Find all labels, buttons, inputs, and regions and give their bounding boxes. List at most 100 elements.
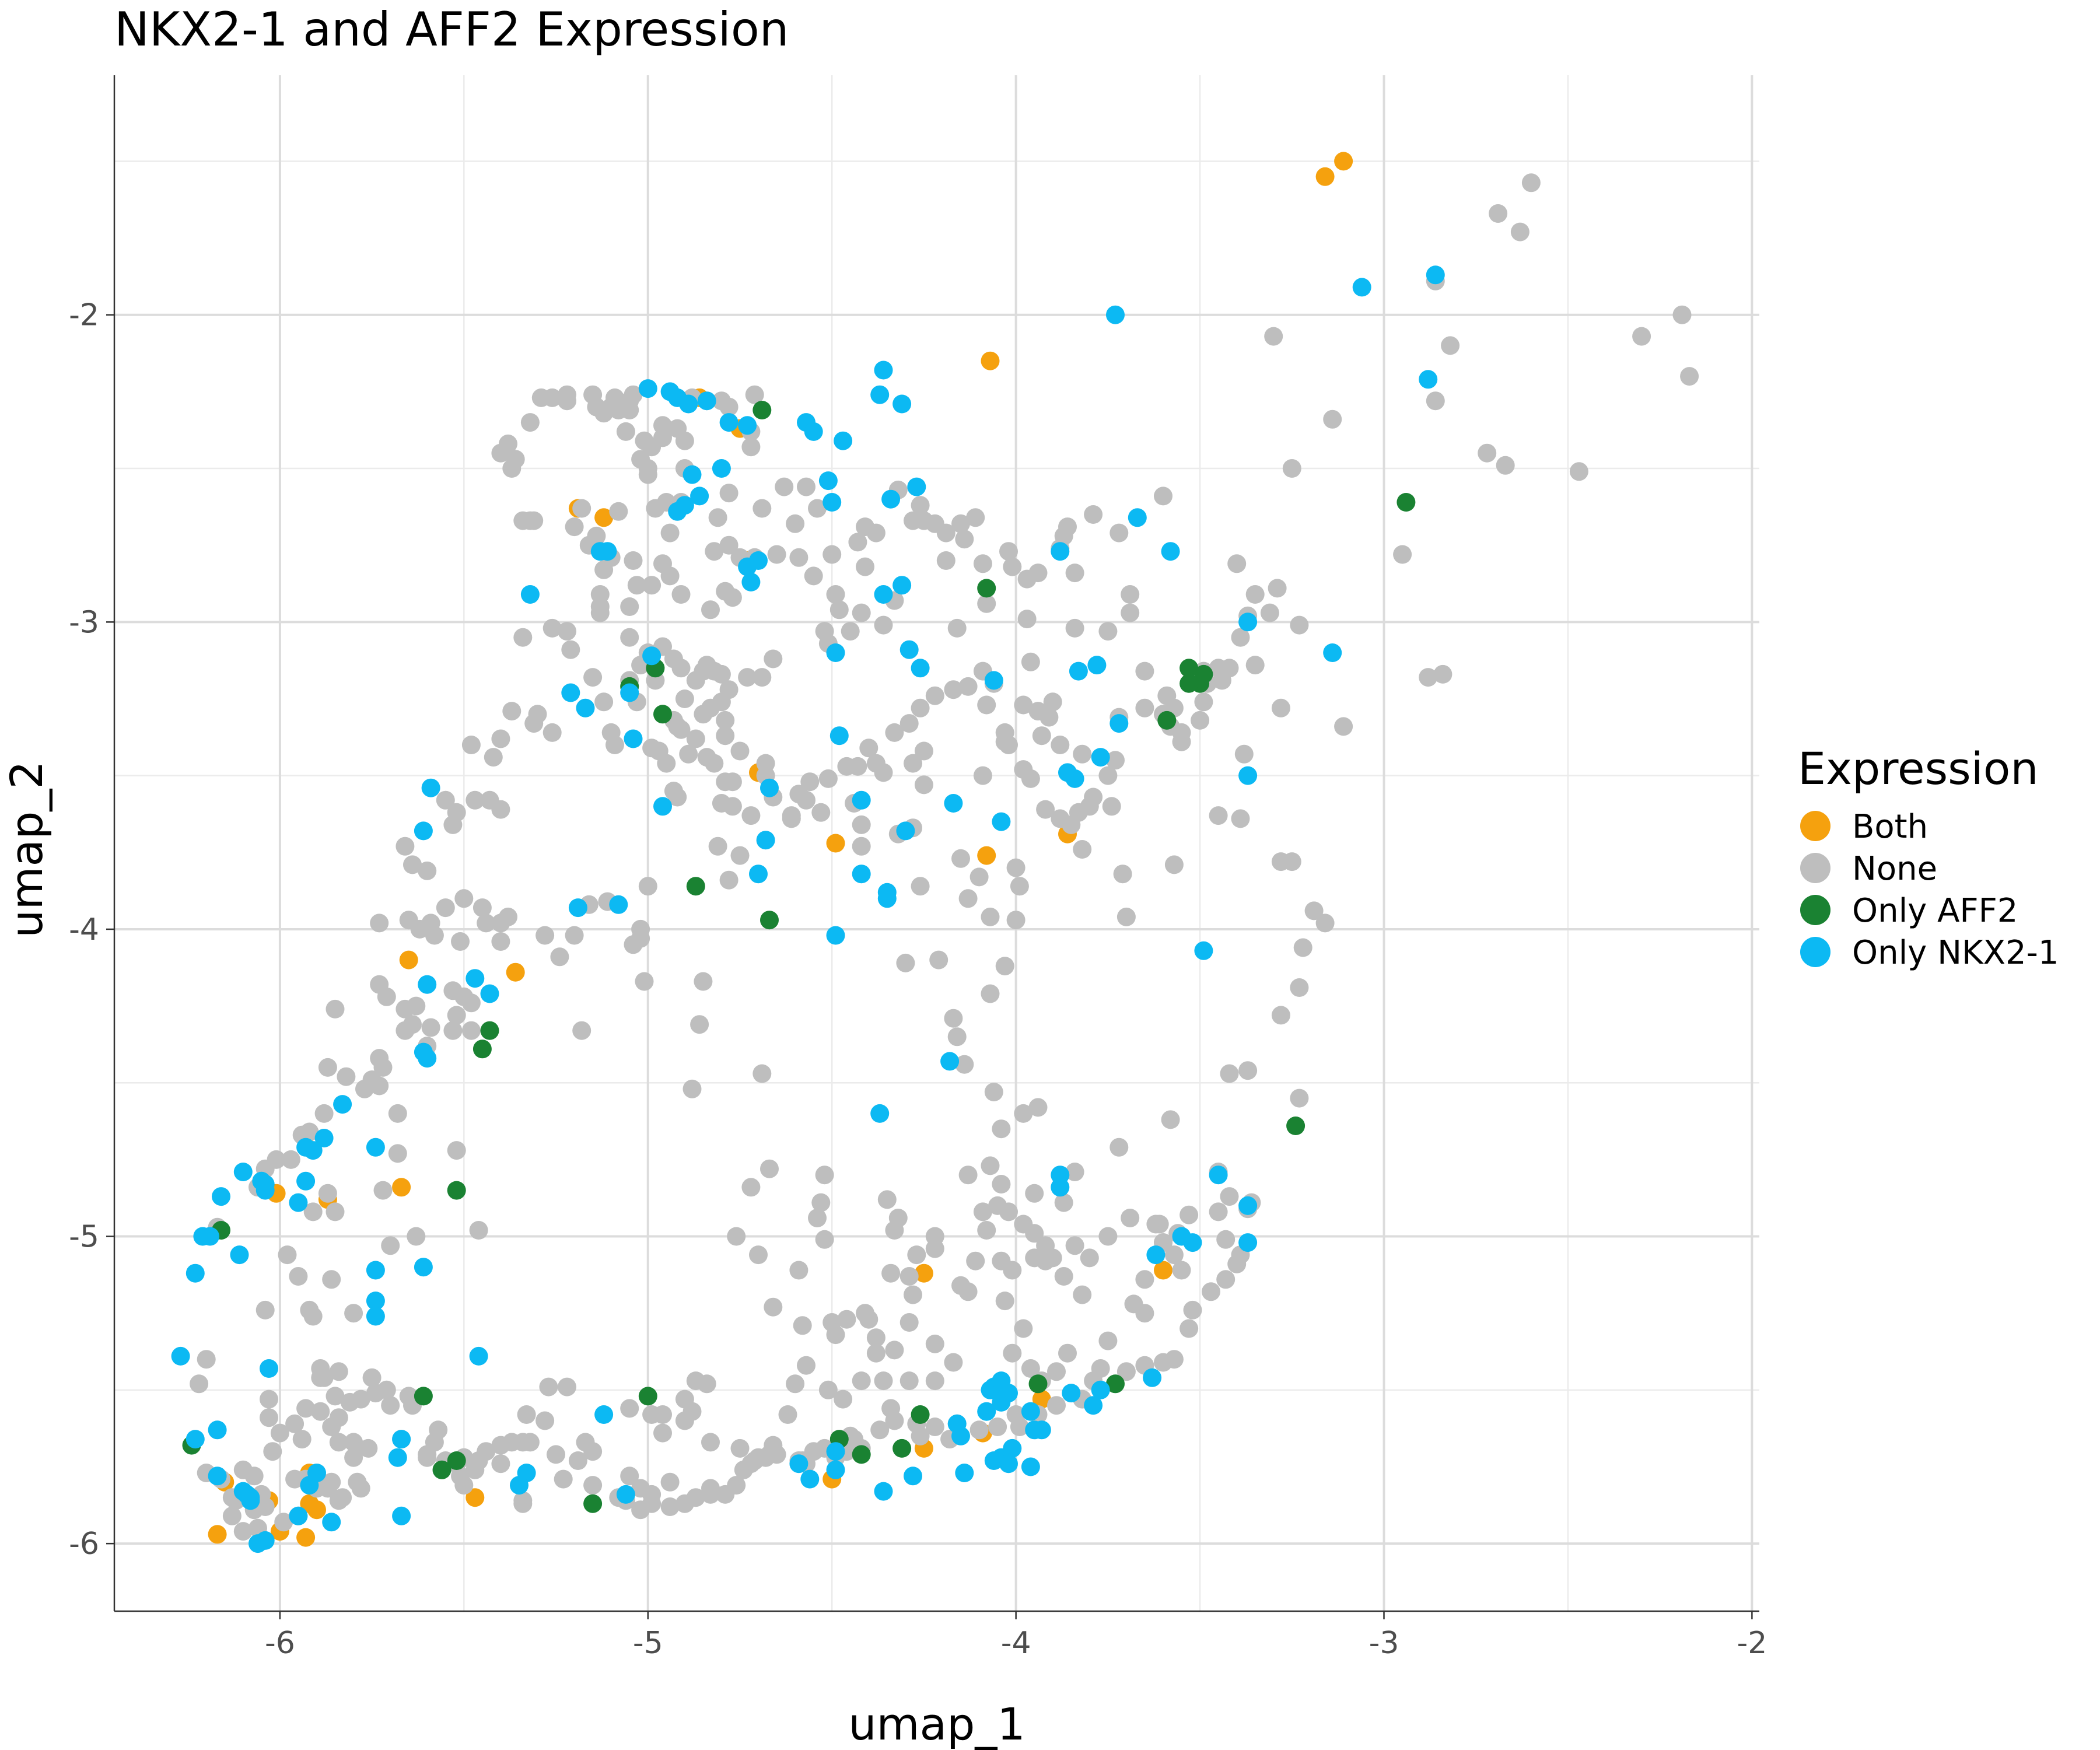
data-point <box>1065 1163 1084 1181</box>
data-point <box>506 963 525 982</box>
data-point <box>977 846 996 865</box>
data-point <box>388 1448 407 1467</box>
data-point <box>536 1411 555 1430</box>
data-point <box>233 1522 253 1541</box>
data-point <box>1172 1261 1191 1280</box>
data-point <box>1102 797 1121 816</box>
data-point <box>671 585 691 604</box>
data-point <box>944 680 963 699</box>
data-point <box>256 1300 275 1320</box>
data-point <box>977 594 996 613</box>
data-point <box>984 1451 1003 1470</box>
data-point <box>834 431 853 450</box>
data-point <box>620 401 639 419</box>
data-point <box>388 1104 407 1123</box>
data-point <box>892 394 912 414</box>
data-point <box>900 640 919 659</box>
data-point <box>1146 1245 1166 1265</box>
data-point <box>705 542 724 561</box>
data-point <box>786 1374 805 1394</box>
data-point <box>1014 1214 1033 1234</box>
data-point <box>690 487 709 506</box>
data-point <box>1073 1285 1092 1304</box>
data-point <box>1154 1261 1172 1280</box>
data-point <box>958 1282 978 1301</box>
data-point <box>620 628 639 647</box>
data-point <box>999 542 1018 561</box>
data-point <box>561 683 580 702</box>
data-point <box>590 542 610 561</box>
data-point <box>1028 702 1048 721</box>
data-point <box>981 984 1000 1003</box>
data-point <box>947 1027 967 1046</box>
data-point <box>999 1454 1018 1474</box>
data-point <box>414 1258 433 1277</box>
data-point <box>944 794 963 813</box>
data-point <box>399 950 418 970</box>
data-point <box>594 1405 614 1424</box>
data-point <box>314 1129 334 1147</box>
data-point <box>418 975 437 994</box>
data-point <box>1098 1331 1118 1350</box>
data-point <box>326 1202 345 1222</box>
data-point <box>881 1264 901 1283</box>
data-point <box>542 723 562 742</box>
data-point <box>789 548 808 567</box>
data-point <box>1680 367 1699 386</box>
data-point <box>1047 1362 1066 1381</box>
data-point <box>826 1460 845 1479</box>
data-point <box>558 622 576 641</box>
data-point <box>469 1346 488 1366</box>
data-point <box>318 1058 337 1077</box>
data-point <box>944 1353 963 1372</box>
data-point <box>568 898 587 918</box>
data-point <box>241 1488 260 1507</box>
axes: -6 -5 -4 -3 -2 -6 -5 -4 -3 -2 <box>69 75 1767 1661</box>
data-point <box>418 861 437 880</box>
data-point <box>874 585 893 604</box>
data-point <box>682 1079 702 1098</box>
data-point <box>852 790 871 810</box>
data-point <box>303 1307 323 1326</box>
data-point <box>870 1104 890 1123</box>
data-point <box>992 1175 1011 1194</box>
data-point <box>679 744 698 764</box>
y-tick-label: -5 <box>69 1220 99 1255</box>
data-point <box>1014 695 1033 715</box>
data-point <box>1238 1196 1258 1215</box>
data-point <box>443 815 463 834</box>
data-point <box>925 1371 944 1391</box>
y-tick-label: -6 <box>69 1527 99 1562</box>
data-point <box>958 677 978 696</box>
data-point <box>686 1488 705 1507</box>
data-point <box>730 1438 750 1458</box>
data-point <box>1271 1006 1290 1025</box>
data-point <box>856 1304 874 1323</box>
data-point <box>730 846 750 865</box>
data-point <box>701 1485 720 1504</box>
data-point <box>303 1202 323 1222</box>
data-point <box>329 1362 348 1381</box>
x-tick-label: -2 <box>1737 1626 1767 1661</box>
data-point <box>1202 1282 1220 1301</box>
data-point <box>366 1307 385 1326</box>
data-point <box>355 1079 374 1098</box>
data-point <box>958 889 978 908</box>
data-point <box>1290 978 1309 997</box>
data-point <box>848 533 867 552</box>
data-point <box>741 806 761 825</box>
data-point <box>1003 1343 1022 1363</box>
data-point <box>727 1227 746 1246</box>
data-point <box>929 950 949 970</box>
data-point <box>1062 1384 1081 1403</box>
x-tick-label: -3 <box>1369 1626 1399 1661</box>
data-point <box>1084 788 1103 807</box>
data-point <box>520 413 540 432</box>
data-point <box>826 834 845 853</box>
data-point <box>995 1292 1014 1311</box>
data-point <box>719 397 738 416</box>
data-point <box>624 729 643 748</box>
data-point <box>800 772 820 792</box>
data-point <box>502 702 522 721</box>
data-point <box>1091 748 1110 767</box>
